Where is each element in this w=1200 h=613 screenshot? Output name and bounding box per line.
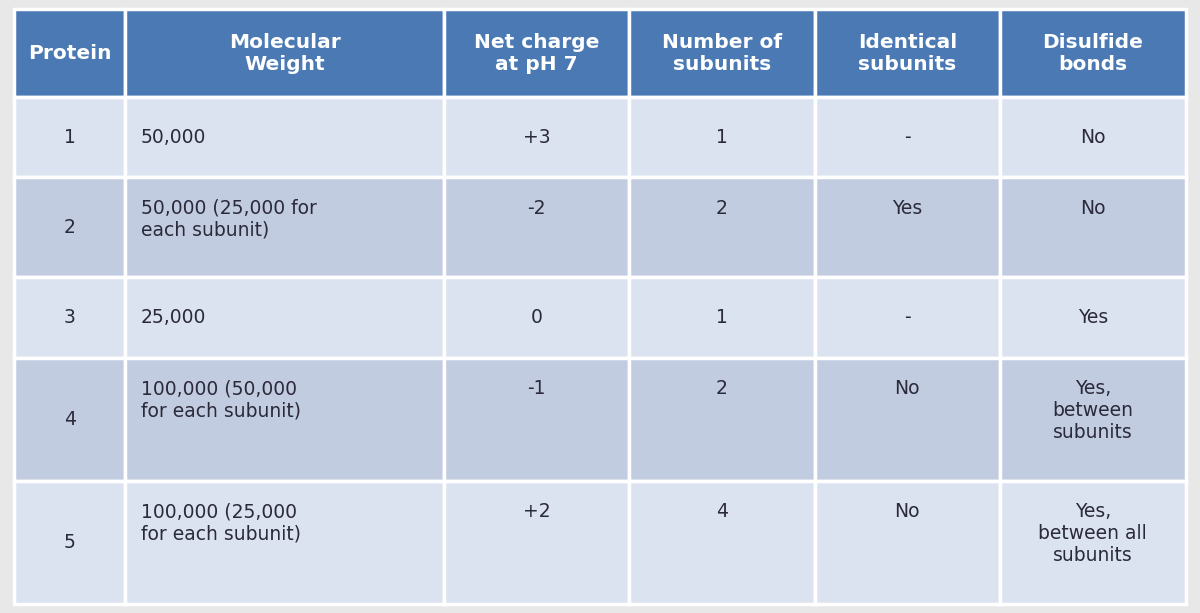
Text: -1: -1 xyxy=(527,379,546,398)
Text: 50,000 (25,000 for
each subunit): 50,000 (25,000 for each subunit) xyxy=(142,199,317,240)
Text: No: No xyxy=(895,379,920,398)
Bar xyxy=(14,481,126,604)
Text: Number of
subunits: Number of subunits xyxy=(661,32,782,74)
Text: 25,000: 25,000 xyxy=(142,308,206,327)
Bar xyxy=(1000,97,1186,178)
Text: 100,000 (25,000
for each subunit): 100,000 (25,000 for each subunit) xyxy=(142,502,301,543)
Text: 1: 1 xyxy=(716,128,727,147)
Bar xyxy=(629,178,815,277)
Text: -: - xyxy=(904,308,911,327)
Text: No: No xyxy=(895,502,920,521)
Text: Yes: Yes xyxy=(893,199,923,218)
Bar xyxy=(14,357,126,481)
Bar xyxy=(815,357,1000,481)
Bar xyxy=(815,277,1000,357)
Bar xyxy=(815,97,1000,178)
Text: 5: 5 xyxy=(64,533,76,552)
Bar xyxy=(629,481,815,604)
Text: 1: 1 xyxy=(716,308,727,327)
Bar xyxy=(126,481,444,604)
Text: Protein: Protein xyxy=(28,44,112,63)
Bar xyxy=(444,277,629,357)
Text: 1: 1 xyxy=(64,128,76,147)
Bar xyxy=(126,277,444,357)
Bar xyxy=(444,481,629,604)
Bar xyxy=(444,97,629,178)
Text: Yes,
between
subunits: Yes, between subunits xyxy=(1052,379,1133,442)
Bar xyxy=(444,357,629,481)
Bar xyxy=(14,97,126,178)
Bar xyxy=(629,277,815,357)
Text: -: - xyxy=(904,128,911,147)
Bar xyxy=(444,9,629,97)
Text: Yes,
between all
subunits: Yes, between all subunits xyxy=(1038,502,1147,565)
Bar xyxy=(629,9,815,97)
Bar xyxy=(1000,178,1186,277)
Bar xyxy=(126,9,444,97)
Bar xyxy=(14,277,126,357)
Bar xyxy=(629,97,815,178)
Bar xyxy=(1000,481,1186,604)
Bar xyxy=(126,357,444,481)
Bar xyxy=(1000,357,1186,481)
Text: 2: 2 xyxy=(64,218,76,237)
Text: +2: +2 xyxy=(522,502,550,521)
Bar xyxy=(14,9,126,97)
Text: Molecular
Weight: Molecular Weight xyxy=(229,32,341,74)
Bar xyxy=(815,178,1000,277)
Text: Disulfide
bonds: Disulfide bonds xyxy=(1043,32,1144,74)
Bar xyxy=(815,9,1000,97)
Text: No: No xyxy=(1080,199,1105,218)
Bar xyxy=(444,178,629,277)
Text: 3: 3 xyxy=(64,308,76,327)
Text: +3: +3 xyxy=(522,128,550,147)
Text: 4: 4 xyxy=(64,409,76,428)
Bar xyxy=(126,178,444,277)
Text: Identical
subunits: Identical subunits xyxy=(858,32,956,74)
Text: 4: 4 xyxy=(716,502,728,521)
Text: 100,000 (50,000
for each subunit): 100,000 (50,000 for each subunit) xyxy=(142,379,301,420)
Text: Yes: Yes xyxy=(1078,308,1108,327)
Text: 50,000: 50,000 xyxy=(142,128,206,147)
Text: Net charge
at pH 7: Net charge at pH 7 xyxy=(474,32,599,74)
Text: No: No xyxy=(1080,128,1105,147)
Text: 0: 0 xyxy=(530,308,542,327)
Bar xyxy=(1000,277,1186,357)
Text: 2: 2 xyxy=(716,379,727,398)
Bar xyxy=(815,481,1000,604)
Bar xyxy=(14,178,126,277)
Bar xyxy=(126,97,444,178)
Bar xyxy=(629,357,815,481)
Text: -2: -2 xyxy=(527,199,546,218)
Text: 2: 2 xyxy=(716,199,727,218)
Bar xyxy=(1000,9,1186,97)
